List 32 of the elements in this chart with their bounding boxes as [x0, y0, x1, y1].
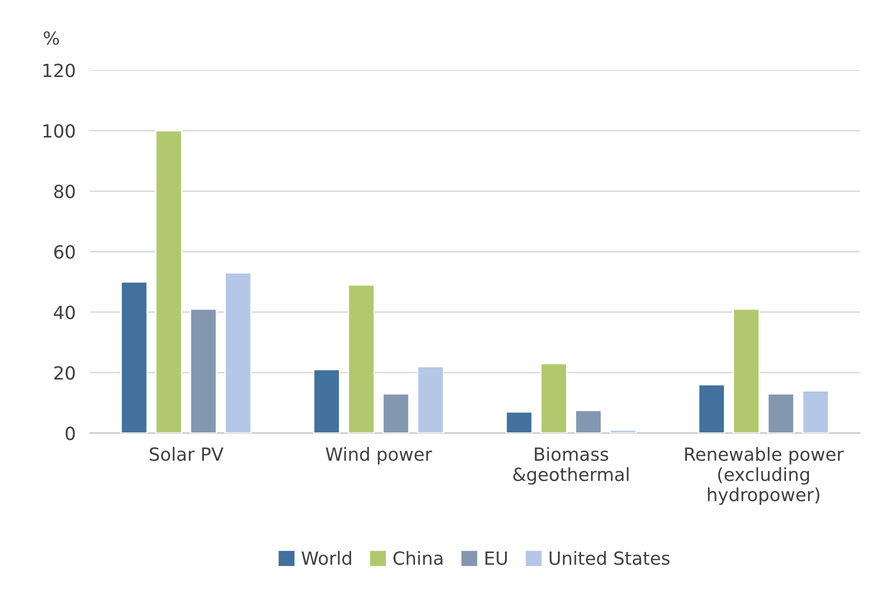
- legend-label: World: [302, 550, 352, 565]
- y-tick-label: 120: [43, 64, 75, 78]
- y-tick-label: 40: [54, 306, 75, 320]
- y-tick-label: 60: [54, 245, 75, 259]
- bar: [416, 366, 444, 434]
- bar: [382, 393, 410, 434]
- bar: [190, 308, 218, 434]
- x-tick-label: Solar PV: [150, 446, 224, 461]
- legend-label: EU: [486, 552, 507, 565]
- x-tick-label: Renewable power (excluding hydropower): [685, 446, 844, 505]
- bar: [155, 130, 182, 434]
- y-tick-label: 20: [54, 366, 75, 380]
- bar: [574, 410, 602, 434]
- x-tick-label: Biomass &geothermal: [513, 446, 628, 485]
- bar: [609, 429, 637, 434]
- y-tick-label: 100: [43, 124, 75, 138]
- bar: [732, 308, 760, 434]
- bar: [224, 272, 252, 434]
- legend-label: China: [393, 550, 442, 565]
- bar: [505, 411, 533, 434]
- y-tick-label: 0: [66, 426, 75, 440]
- bar: [540, 362, 568, 434]
- y-axis-title: %: [44, 31, 59, 45]
- bar: [348, 284, 375, 434]
- legend-label: United States: [550, 550, 670, 565]
- bar: [767, 393, 795, 434]
- y-tick-label: 80: [54, 184, 75, 198]
- bar: [312, 368, 340, 434]
- bar: [120, 281, 148, 434]
- bar: [802, 390, 830, 434]
- bar: [698, 384, 726, 434]
- x-tick-label: Wind power: [326, 446, 432, 464]
